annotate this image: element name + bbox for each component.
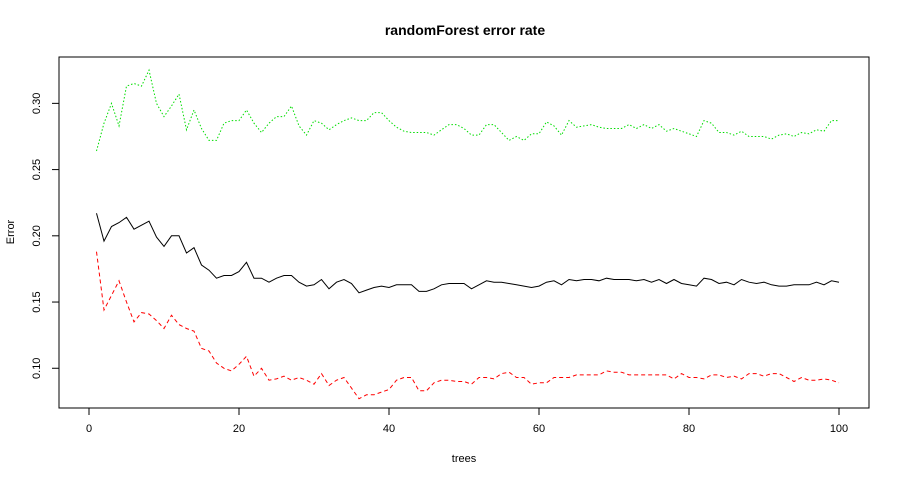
series-line-dotted <box>96 68 839 152</box>
x-tick-label: 60 <box>533 423 545 435</box>
x-tick-label: 80 <box>683 423 695 435</box>
y-axis: 0.10 0.15 0.20 0.25 0.30 <box>31 93 60 379</box>
x-axis: 0 20 40 60 80 100 <box>86 407 848 435</box>
series-line-dashed <box>96 251 840 400</box>
x-axis-label: trees <box>452 453 477 465</box>
series-line-solid <box>96 213 840 294</box>
series-group <box>96 68 840 400</box>
chart-title: randomForest error rate <box>385 22 545 38</box>
x-tick-label: 100 <box>830 423 848 435</box>
y-tick-label: 0.30 <box>31 93 43 114</box>
x-tick-label: 20 <box>233 423 245 435</box>
y-tick-label: 0.25 <box>31 159 43 180</box>
x-tick-label: 40 <box>383 423 395 435</box>
plot-area-frame <box>58 56 870 409</box>
x-tick-label: 0 <box>86 423 92 435</box>
y-tick-label: 0.20 <box>31 225 43 246</box>
y-tick-label: 0.10 <box>31 358 43 379</box>
y-tick-label: 0.15 <box>31 291 43 312</box>
y-axis-label: Error <box>5 219 17 244</box>
